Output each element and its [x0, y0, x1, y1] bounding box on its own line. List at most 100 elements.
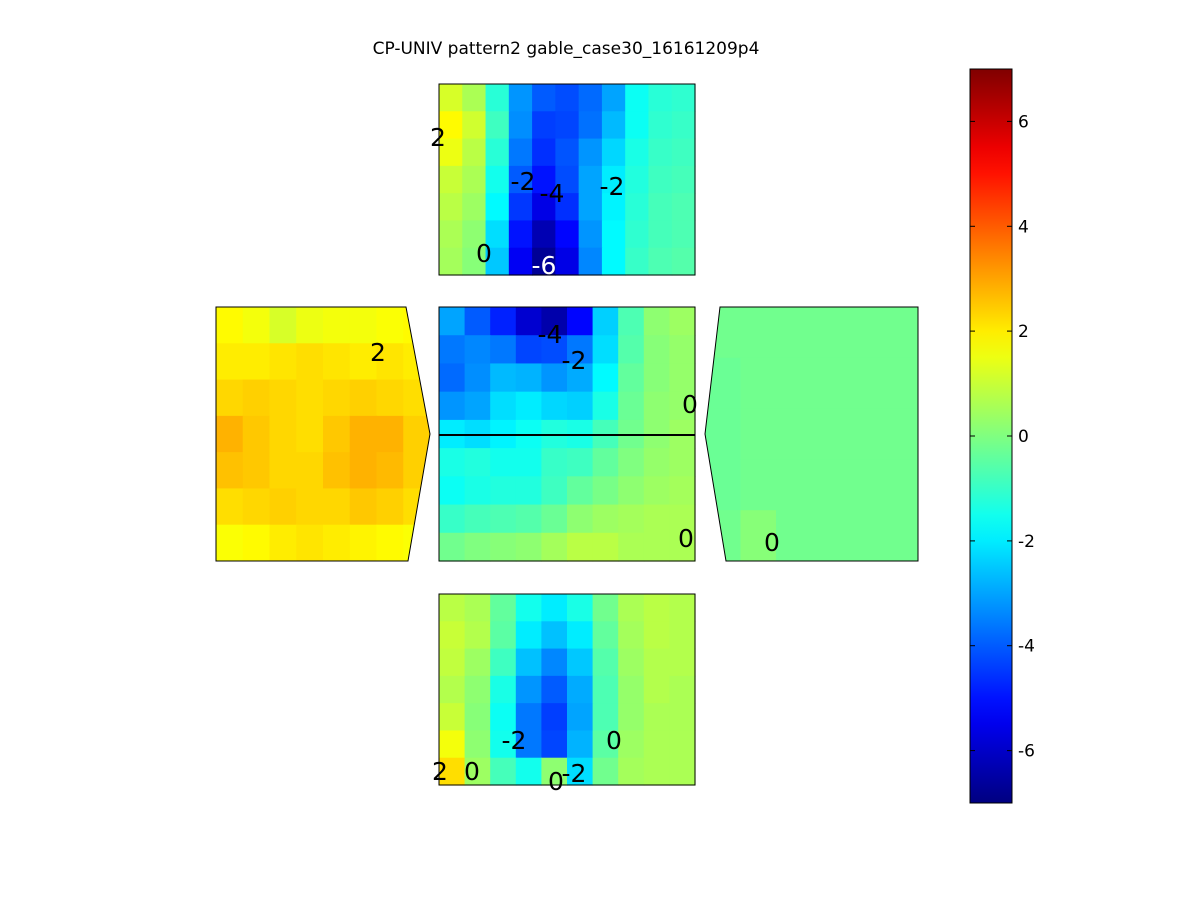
chart-title: CP-UNIV pattern2 gable_case30_16161209p4 — [373, 39, 760, 59]
heatmap-cell — [618, 391, 645, 421]
heatmap-cell — [296, 307, 324, 344]
heatmap-cell — [269, 488, 297, 526]
heatmap-cell — [216, 307, 244, 344]
heatmap-cell — [643, 307, 670, 336]
heatmap-cell — [541, 675, 568, 704]
heatmap-cell — [618, 504, 645, 534]
heatmap-cell — [403, 379, 430, 417]
heatmap-cell — [515, 730, 542, 759]
heatmap-cell — [643, 621, 670, 650]
heatmap-cell — [618, 703, 645, 732]
heatmap-cell — [592, 307, 619, 336]
heatmap-cell — [439, 335, 466, 365]
heatmap-cell — [705, 357, 742, 410]
heatmap-cell — [776, 357, 813, 410]
heatmap-cell — [515, 648, 542, 677]
heatmap-cell — [578, 165, 603, 194]
heatmap-cell — [439, 307, 466, 336]
heatmap-cell — [555, 165, 580, 194]
heatmap-cell — [269, 307, 297, 344]
heatmap-cell — [490, 675, 517, 704]
heatmap-cell — [618, 532, 645, 562]
heatmap-cell — [490, 730, 517, 759]
heatmap-cell — [216, 488, 244, 526]
heatmap-cell — [601, 84, 626, 112]
heatmap-cell — [464, 391, 491, 421]
heatmap-cell — [439, 621, 466, 650]
heatmap-cell — [323, 488, 351, 526]
heatmap-cell — [532, 193, 556, 222]
heatmap-cell — [643, 448, 670, 477]
heatmap-cell — [403, 343, 430, 381]
heatmap-cell — [567, 448, 594, 477]
heatmap-cell — [376, 488, 404, 526]
heatmap-cell — [811, 357, 848, 410]
heatmap-cell — [508, 193, 533, 222]
heatmap-cell — [464, 594, 491, 622]
heatmap-cell — [242, 488, 271, 526]
heatmap-cell — [592, 391, 619, 421]
colorbar-tick-label: -6 — [1018, 742, 1035, 762]
colorbar: 6 4 2 0 -2 -4 -6 — [969, 68, 1035, 804]
heatmap-cell — [592, 703, 619, 732]
heatmap-cell — [541, 335, 568, 365]
contour-label: -2 — [600, 172, 625, 201]
heatmap-cell — [464, 757, 491, 786]
heatmap-cell — [464, 335, 491, 365]
heatmap-cell — [567, 391, 594, 421]
panel-left: 2 — [215, 306, 431, 562]
contour-label: 0 — [464, 757, 480, 786]
colorbar-fill — [970, 69, 1012, 803]
heatmap-cell — [464, 730, 491, 759]
colorbar-ticks: 6 4 2 0 -2 -4 -6 — [970, 112, 1035, 762]
heatmap-cell — [541, 504, 568, 534]
heatmap-cell — [811, 307, 848, 359]
heatmap-cell — [643, 391, 670, 421]
heatmap-cell — [601, 220, 626, 249]
heatmap-cell — [439, 138, 463, 167]
heatmap-cell — [439, 193, 463, 222]
heatmap-cell — [625, 193, 650, 222]
heatmap-cell — [349, 343, 378, 381]
heatmap-cell — [216, 452, 244, 490]
heatmap-cell — [643, 476, 670, 506]
heatmap-cell — [541, 703, 568, 732]
heatmap-cell — [508, 84, 533, 112]
panel-top-frame — [438, 83, 696, 276]
heatmap-cell — [669, 391, 696, 421]
heatmap-cell — [462, 193, 487, 222]
heatmap-cell — [776, 510, 813, 561]
heatmap-cell — [847, 357, 884, 410]
heatmap-cell — [490, 504, 517, 534]
heatmap-cell — [592, 757, 619, 786]
heatmap-cell — [811, 408, 848, 460]
heatmap-cell — [541, 730, 568, 759]
heatmap-cell — [349, 488, 378, 526]
heatmap-cell — [508, 138, 533, 167]
heatmap-cell — [567, 476, 594, 506]
heatmap-cell — [541, 363, 568, 393]
heatmap-cell — [618, 675, 645, 704]
contour-label: -4 — [540, 179, 565, 208]
heatmap-cell — [567, 675, 594, 704]
colorbar-tick-label: 6 — [1018, 112, 1029, 132]
heatmap-cell — [567, 307, 594, 336]
heatmap-cell — [515, 307, 542, 336]
heatmap-cell — [669, 363, 696, 393]
heatmap-cell — [643, 335, 670, 365]
heatmap-cell — [567, 648, 594, 677]
heatmap-cell — [403, 415, 430, 453]
heatmap-cell — [601, 193, 626, 222]
heatmap-cell — [618, 307, 645, 336]
heatmap-cell — [592, 363, 619, 393]
heatmap-cell — [439, 111, 463, 140]
heatmap-cell — [490, 363, 517, 393]
panel-top: 2 -2 -4 -2 0 -6 — [430, 83, 696, 280]
heatmap-cell — [669, 730, 696, 759]
heatmap-cell — [541, 594, 568, 622]
heatmap-cell — [643, 648, 670, 677]
heatmap-cell — [669, 675, 696, 704]
heatmap-cell — [567, 335, 594, 365]
contour-label: 2 — [432, 757, 448, 786]
